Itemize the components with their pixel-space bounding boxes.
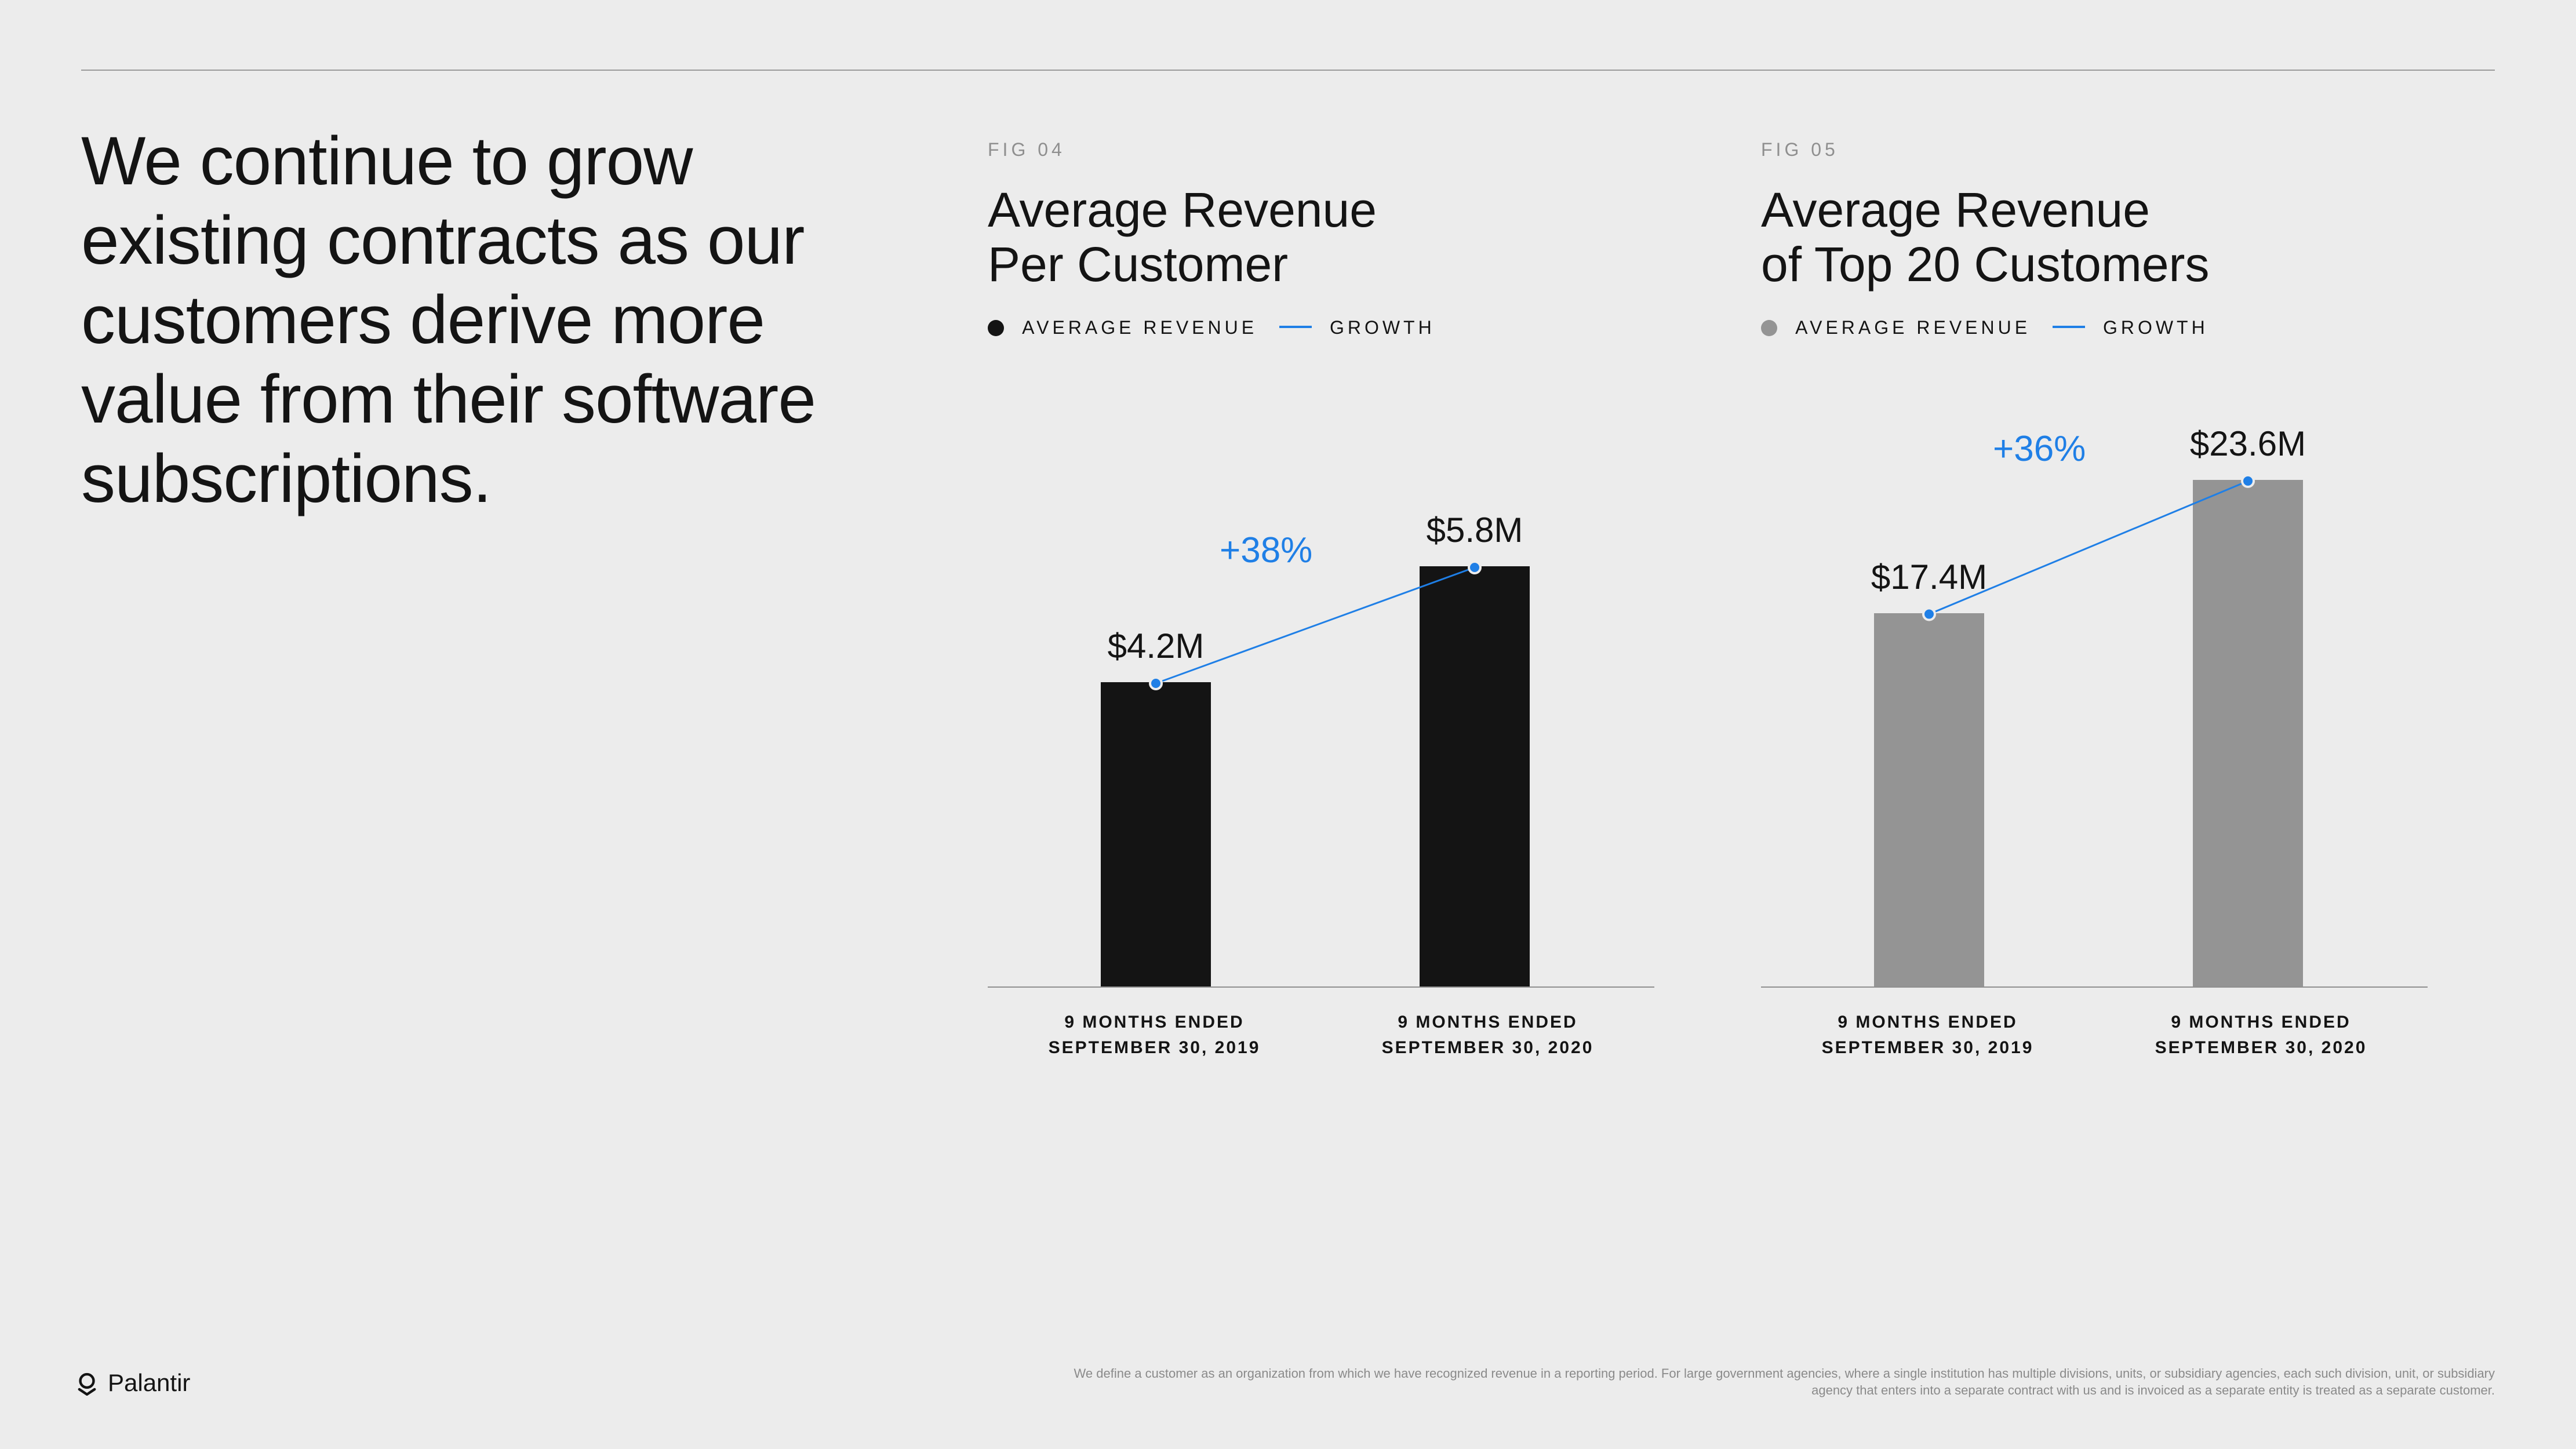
x-axis-label-line1: 9 MONTHS ENDED (1398, 1013, 1577, 1032)
legend-growth: GROWTH (2053, 317, 2208, 338)
x-axis-label-line2: SEPTEMBER 30, 2020 (2155, 1038, 2367, 1057)
chart-bar-fill (1101, 682, 1211, 986)
legend-swatch-circle (988, 320, 1004, 336)
chart-bar-value-label: $4.2M (1040, 626, 1272, 666)
x-axis-label: 9 MONTHS ENDED SEPTEMBER 30, 2020 (2094, 1010, 2428, 1060)
x-axis-labels: 9 MONTHS ENDED SEPTEMBER 30, 2019 9 MONT… (1761, 1010, 2428, 1060)
chart-bar: $4.2M (1101, 407, 1211, 986)
chart-legend: AVERAGE REVENUE GROWTH (988, 317, 1707, 338)
legend-series: AVERAGE REVENUE (1761, 317, 2031, 338)
fig-label: FIG 04 (988, 139, 1707, 161)
headline-text: We continue to grow existing contracts a… (81, 122, 904, 518)
growth-label: +38% (1220, 530, 1312, 571)
legend-swatch-line (2053, 326, 2085, 328)
legend-swatch-circle (1761, 320, 1777, 336)
chart-plot-wrap: $17.4M $23.6M +36% 9 MONTHS ENDED SEPTEM… (1761, 408, 2428, 1046)
footnote-text: We define a customer as an organization … (1057, 1365, 2495, 1399)
chart-panel-fig05: FIG 05 Average Revenue of Top 20 Custome… (1761, 139, 2480, 1046)
chart-title: Average Revenue Per Customer (988, 183, 1707, 292)
legend-series-label: AVERAGE REVENUE (1795, 317, 2031, 338)
x-axis-label-line1: 9 MONTHS ENDED (1064, 1013, 1244, 1032)
slide: We continue to grow existing contracts a… (0, 0, 2576, 1449)
legend-growth-label: GROWTH (2103, 317, 2208, 338)
brand-name: Palantir (108, 1369, 190, 1397)
chart-legend: AVERAGE REVENUE GROWTH (1761, 317, 2480, 338)
x-axis-label-line1: 9 MONTHS ENDED (2171, 1013, 2351, 1032)
chart-bar: $5.8M (1420, 407, 1530, 986)
palantir-icon (74, 1370, 100, 1396)
chart-bar: $17.4M (1874, 407, 1984, 986)
legend-growth: GROWTH (1279, 317, 1435, 338)
chart-bar-fill (1874, 613, 1984, 986)
chart-bar-fill (2193, 480, 2303, 986)
growth-line (1761, 408, 2428, 986)
chart-title-line1: Average Revenue (988, 183, 1377, 237)
legend-growth-label: GROWTH (1330, 317, 1435, 338)
chart-title: Average Revenue of Top 20 Customers (1761, 183, 2480, 292)
chart-plot: $4.2M $5.8M +38% (988, 408, 1654, 988)
chart-title-line1: Average Revenue (1761, 183, 2150, 237)
chart-bar-value-label: $17.4M (1813, 557, 2045, 597)
growth-label: +36% (1993, 428, 2086, 469)
chart-panel-fig04: FIG 04 Average Revenue Per Customer AVER… (988, 139, 1707, 1046)
x-axis-labels: 9 MONTHS ENDED SEPTEMBER 30, 2019 9 MONT… (988, 1010, 1654, 1060)
x-axis-label: 9 MONTHS ENDED SEPTEMBER 30, 2019 (1761, 1010, 2094, 1060)
brand-logo: Palantir (74, 1369, 190, 1397)
chart-plot: $17.4M $23.6M +36% (1761, 408, 2428, 988)
x-axis-label-line2: SEPTEMBER 30, 2019 (1049, 1038, 1261, 1057)
chart-title-line2: of Top 20 Customers (1761, 237, 2210, 292)
x-axis-label-line1: 9 MONTHS ENDED (1838, 1013, 2017, 1032)
growth-line (988, 408, 1654, 986)
x-axis-label-line2: SEPTEMBER 30, 2019 (1822, 1038, 2034, 1057)
x-axis-label-line2: SEPTEMBER 30, 2020 (1382, 1038, 1594, 1057)
chart-bar: $23.6M (2193, 407, 2303, 986)
chart-plot-wrap: $4.2M $5.8M +38% 9 MONTHS ENDED SEPTEM (988, 408, 1654, 1046)
x-axis-label: 9 MONTHS ENDED SEPTEMBER 30, 2020 (1321, 1010, 1654, 1060)
legend-swatch-line (1279, 326, 1312, 328)
legend-series: AVERAGE REVENUE (988, 317, 1257, 338)
chart-title-line2: Per Customer (988, 237, 1288, 292)
fig-label: FIG 05 (1761, 139, 2480, 161)
chart-bar-value-label: $5.8M (1359, 510, 1591, 550)
x-axis-label: 9 MONTHS ENDED SEPTEMBER 30, 2019 (988, 1010, 1321, 1060)
chart-bar-value-label: $23.6M (2132, 424, 2364, 464)
top-divider (81, 70, 2495, 71)
chart-bar-fill (1420, 566, 1530, 986)
legend-series-label: AVERAGE REVENUE (1022, 317, 1257, 338)
